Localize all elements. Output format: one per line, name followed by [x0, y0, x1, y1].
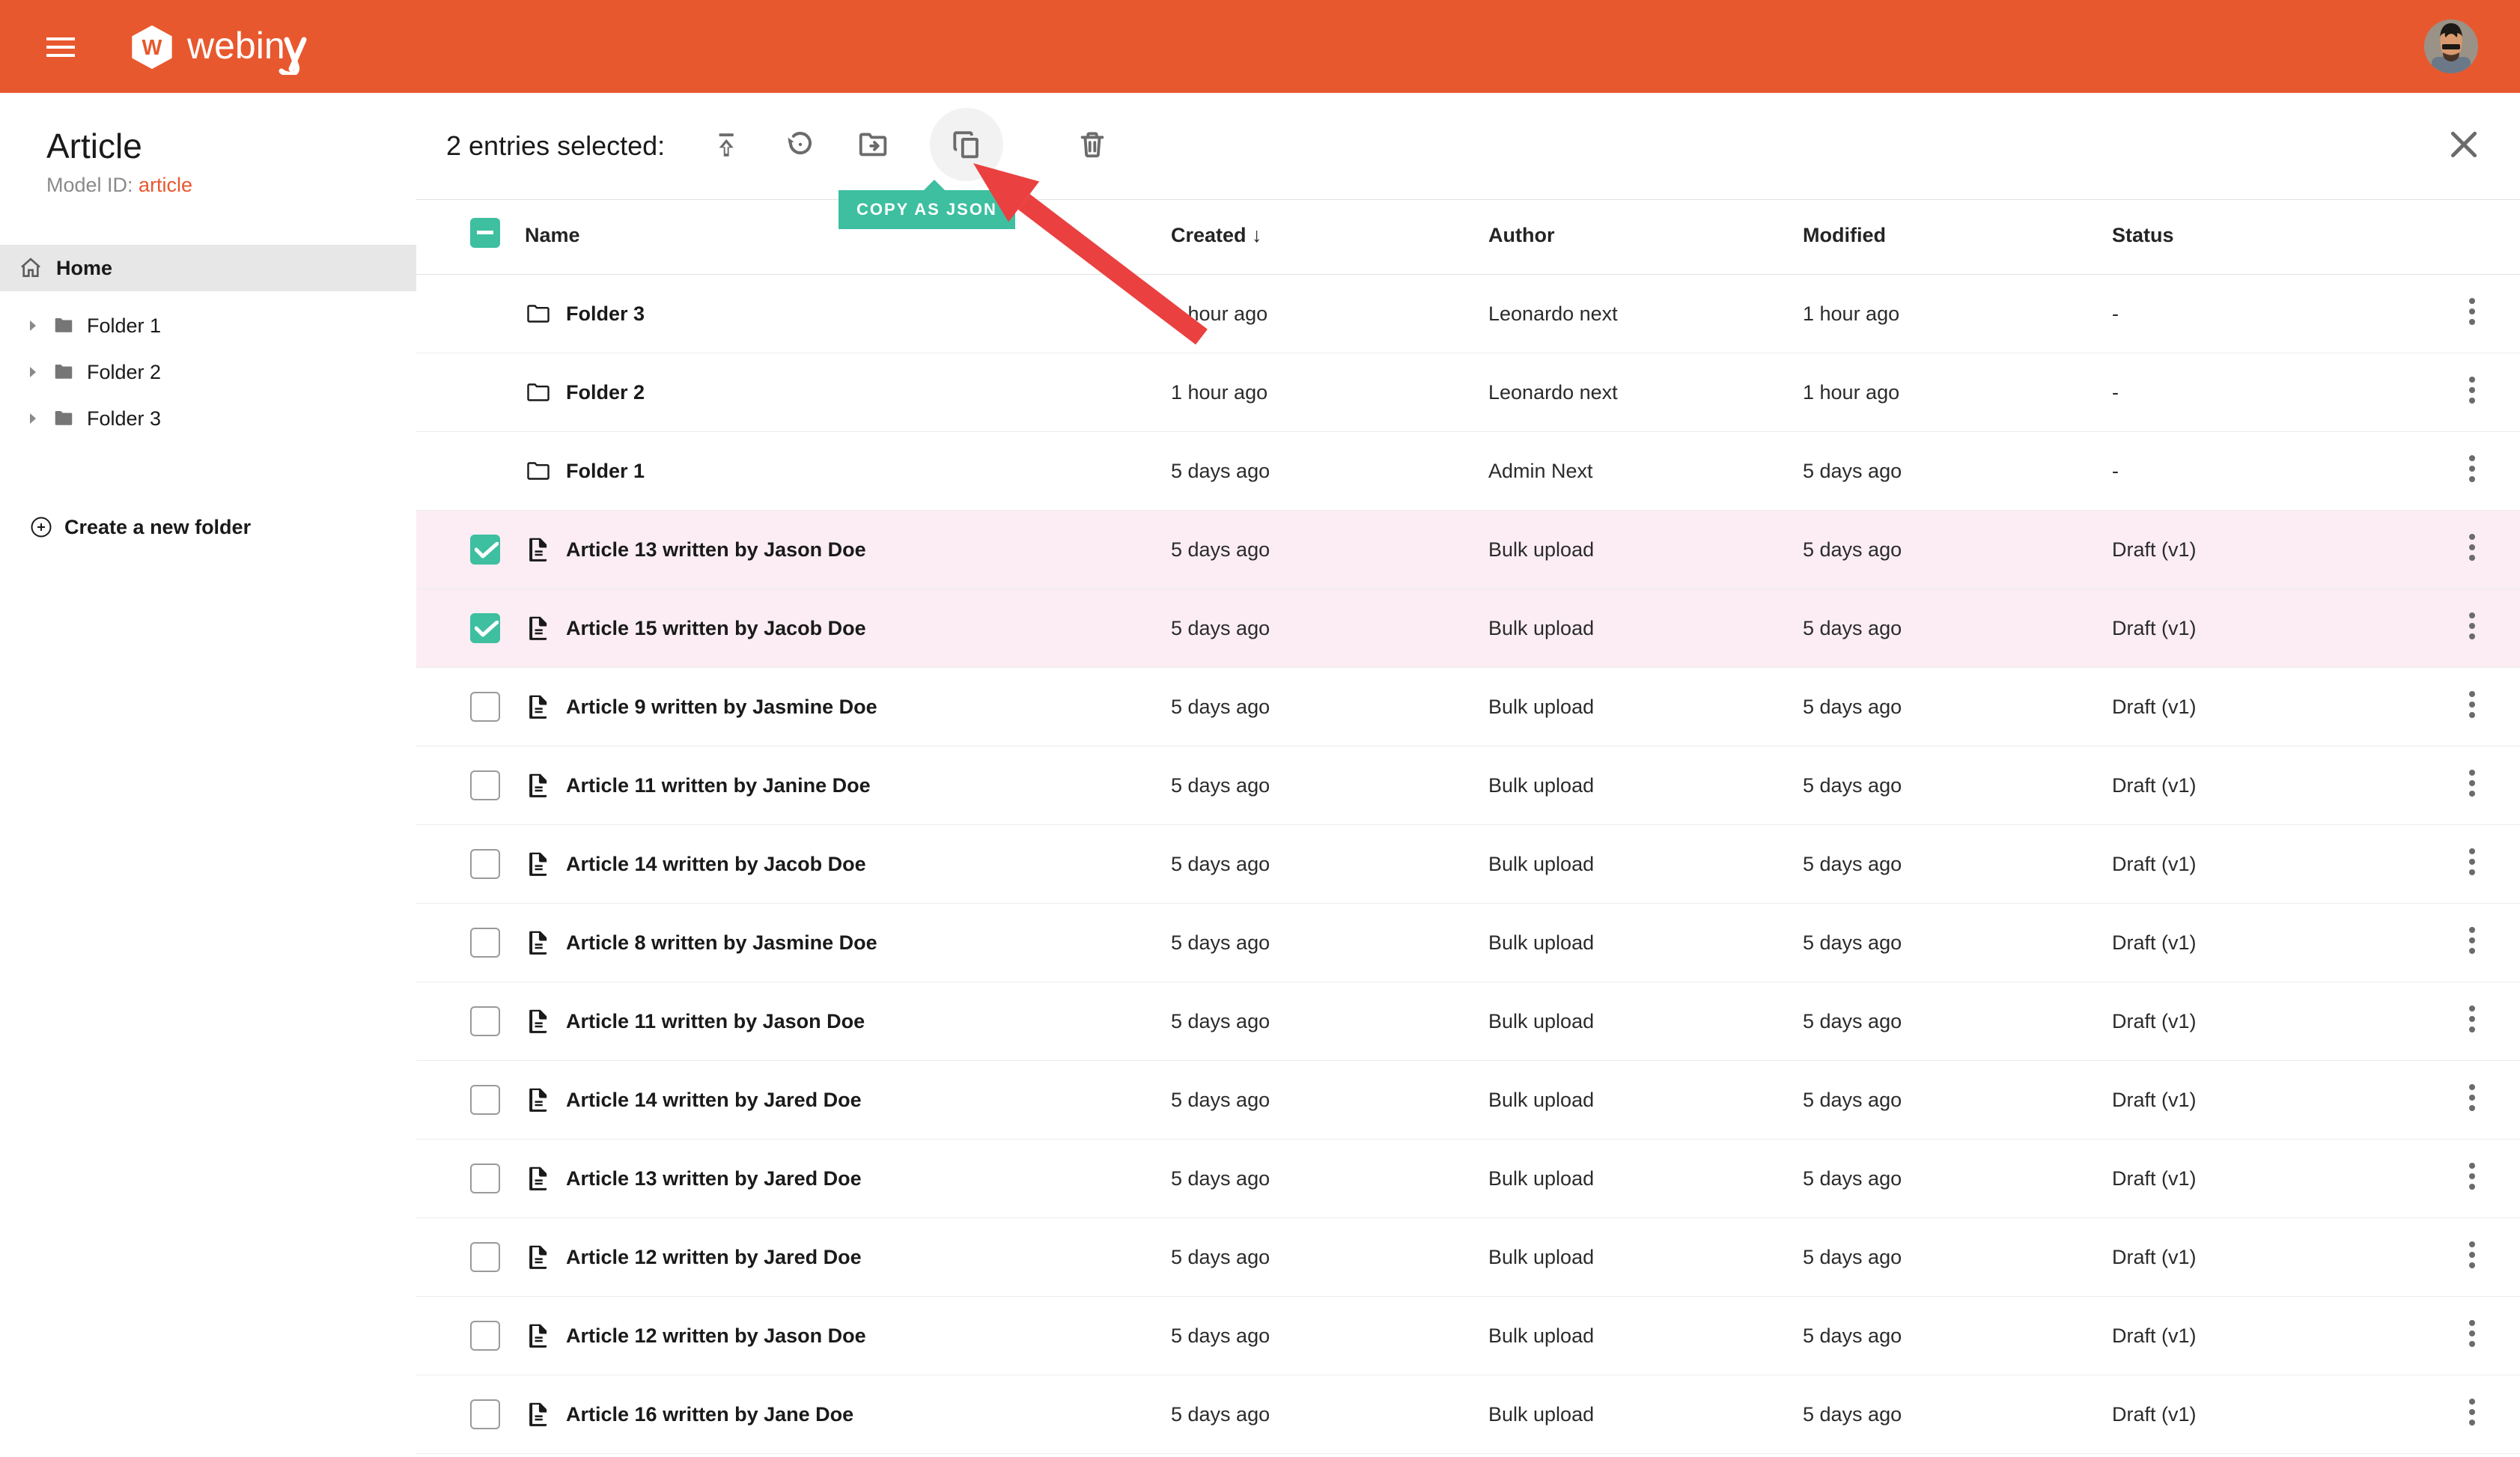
svg-text:W: W: [142, 36, 162, 60]
svg-text:webin: webin: [187, 25, 285, 67]
